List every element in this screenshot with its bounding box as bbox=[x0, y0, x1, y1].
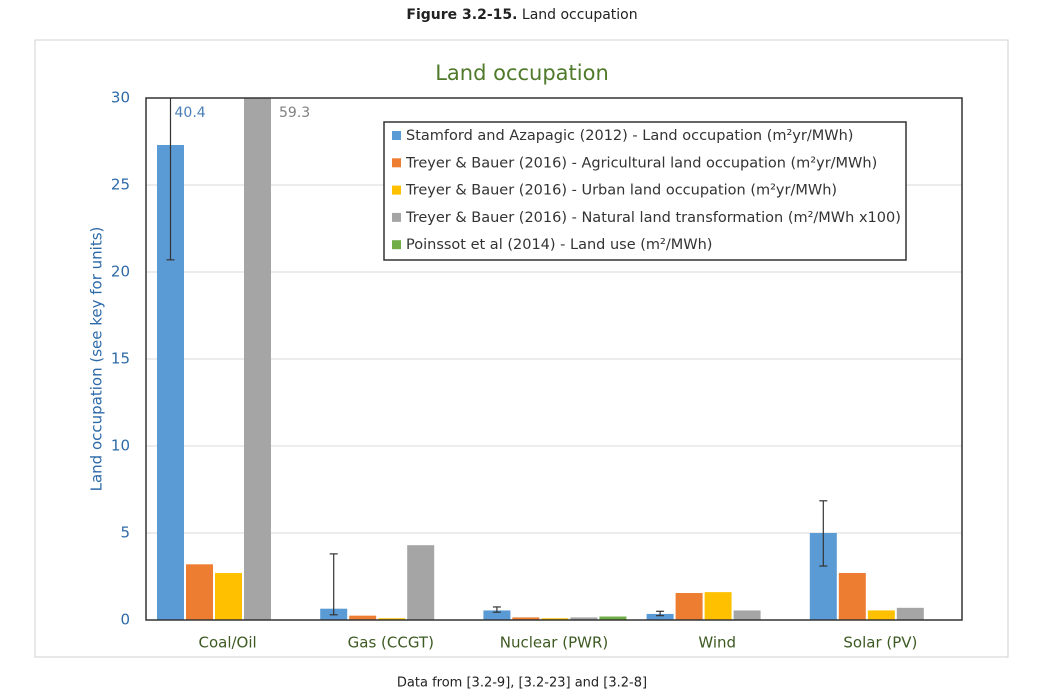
caption-text: Land occupation bbox=[522, 7, 638, 23]
y-axis-label: Land occupation (see key for units) bbox=[88, 227, 106, 492]
y-tick-label: 5 bbox=[120, 524, 130, 542]
legend-swatch bbox=[392, 212, 401, 222]
legend-label: Treyer & Bauer (2016) - Natural land tra… bbox=[405, 210, 901, 226]
x-tick-label: Wind bbox=[698, 634, 736, 652]
legend-swatch bbox=[392, 131, 401, 140]
bar bbox=[896, 607, 924, 620]
error-bar bbox=[329, 553, 338, 616]
bar bbox=[570, 617, 598, 620]
source-note: Data from [3.2-9], [3.2-23] and [3.2-8] bbox=[397, 676, 647, 691]
bar bbox=[704, 592, 732, 620]
y-tick-label: 20 bbox=[111, 263, 130, 281]
bar bbox=[838, 573, 866, 620]
legend-swatch bbox=[392, 185, 401, 195]
bar bbox=[349, 615, 377, 620]
caption: Figure 3.2-15. Land occupation bbox=[406, 7, 637, 23]
error-bar bbox=[492, 606, 501, 613]
data-label: 40.4 bbox=[175, 105, 206, 121]
y-tick-label: 15 bbox=[111, 350, 130, 368]
plot-border bbox=[145, 97, 963, 621]
legend-label: Treyer & Bauer (2016) - Urban land occup… bbox=[405, 183, 837, 199]
caption-label: Figure 3.2-15. bbox=[406, 7, 517, 23]
y-tick-label: 10 bbox=[111, 437, 130, 455]
bar bbox=[733, 610, 761, 620]
error-bar bbox=[166, 98, 175, 261]
bar bbox=[483, 610, 511, 620]
legend-label: Stamford and Azapagic (2012) - Land occu… bbox=[406, 128, 853, 144]
x-tick-label: Coal/Oil bbox=[198, 634, 256, 652]
bar bbox=[407, 545, 435, 620]
bar bbox=[675, 593, 703, 620]
y-tick-label: 0 bbox=[120, 611, 130, 629]
error-bar bbox=[656, 610, 665, 617]
bar bbox=[867, 610, 895, 620]
error-bar bbox=[819, 500, 828, 567]
legend-box bbox=[383, 121, 907, 261]
bar bbox=[599, 616, 627, 620]
y-tick-label: 25 bbox=[111, 176, 130, 194]
bar bbox=[646, 613, 674, 620]
bar bbox=[512, 617, 540, 620]
x-tick-label: Nuclear (PWR) bbox=[500, 634, 609, 652]
legend: Stamford and Azapagic (2012) - Land occu… bbox=[383, 121, 907, 261]
bar bbox=[378, 618, 406, 620]
bar bbox=[186, 564, 213, 620]
x-tick-label: Gas (CCGT) bbox=[348, 634, 434, 652]
bar bbox=[541, 618, 569, 620]
bar bbox=[215, 573, 242, 620]
legend-label: Poinssot et al (2014) - Land use (m²/MWh… bbox=[406, 237, 712, 253]
plot-bars bbox=[157, 98, 924, 620]
legend-swatch bbox=[392, 240, 401, 250]
chart-title: Land occupation bbox=[435, 61, 609, 85]
legend-label: Treyer & Bauer (2016) - Agricultural lan… bbox=[405, 155, 877, 171]
bar bbox=[244, 98, 271, 620]
legend-swatch bbox=[392, 158, 401, 168]
data-label: 59.3 bbox=[279, 105, 310, 121]
x-tick-label: Solar (PV) bbox=[843, 634, 917, 652]
y-tick-label: 30 bbox=[111, 89, 130, 107]
